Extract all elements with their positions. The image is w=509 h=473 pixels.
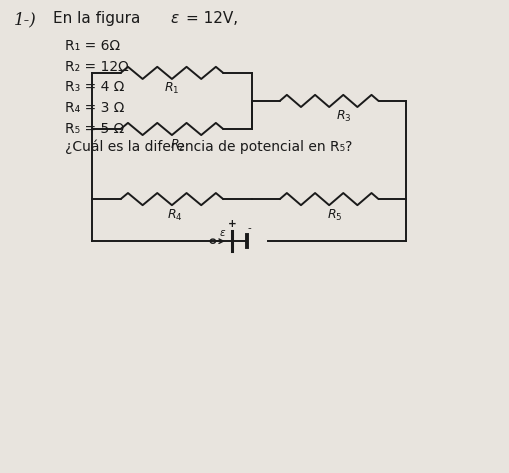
Text: R₃ = 4 Ω: R₃ = 4 Ω: [65, 80, 124, 95]
Text: 1-): 1-): [13, 11, 36, 28]
Text: = 12V,: = 12V,: [185, 11, 237, 26]
Text: R₂ = 12Ω: R₂ = 12Ω: [65, 60, 129, 74]
Text: R₄ = 3 Ω: R₄ = 3 Ω: [65, 101, 124, 115]
Text: En la figura: En la figura: [53, 11, 145, 26]
Text: $R_4$: $R_4$: [167, 208, 182, 223]
Text: -: -: [247, 223, 250, 233]
Text: R₅ = 5 Ω: R₅ = 5 Ω: [65, 122, 124, 135]
Text: $R_2$: $R_2$: [170, 137, 185, 152]
Text: $R_1$: $R_1$: [164, 81, 179, 96]
Text: R₁ = 6Ω: R₁ = 6Ω: [65, 39, 120, 53]
Text: $R_5$: $R_5$: [327, 208, 342, 223]
Text: +: +: [228, 219, 236, 229]
Text: ε: ε: [170, 11, 178, 26]
Text: $R_3$: $R_3$: [335, 109, 351, 124]
Text: ε: ε: [219, 228, 224, 238]
Text: ¿Cuál es la diferencia de potencial en R₅?: ¿Cuál es la diferencia de potencial en R…: [65, 139, 352, 154]
